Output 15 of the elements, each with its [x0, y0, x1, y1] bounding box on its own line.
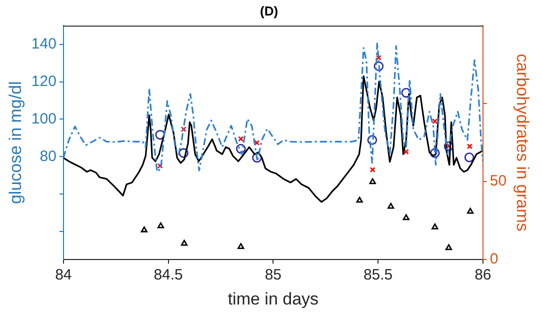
chart-title: (D) [260, 3, 278, 18]
x-tick-label: 86 [474, 266, 492, 284]
y-axis-title: glucose in mg/dl [6, 81, 25, 204]
x-tick-label: 84 [55, 266, 72, 284]
y2-tick-label: 50 [490, 172, 507, 190]
y2-tick-label: 0 [490, 250, 498, 268]
x-tick-label: 85 [264, 266, 282, 284]
y-tick-label: 140 [31, 35, 56, 52]
y2-axis-title: carbohydrates in grams [513, 54, 532, 232]
x-tick-label: 84.5 [154, 266, 183, 284]
x-axis-title: time in days [228, 289, 319, 308]
y-tick-label: 80 [40, 148, 56, 165]
y-tick-label: 120 [31, 72, 56, 90]
y-tick-label: 100 [31, 110, 56, 128]
x-tick-label: 85.5 [363, 266, 393, 284]
